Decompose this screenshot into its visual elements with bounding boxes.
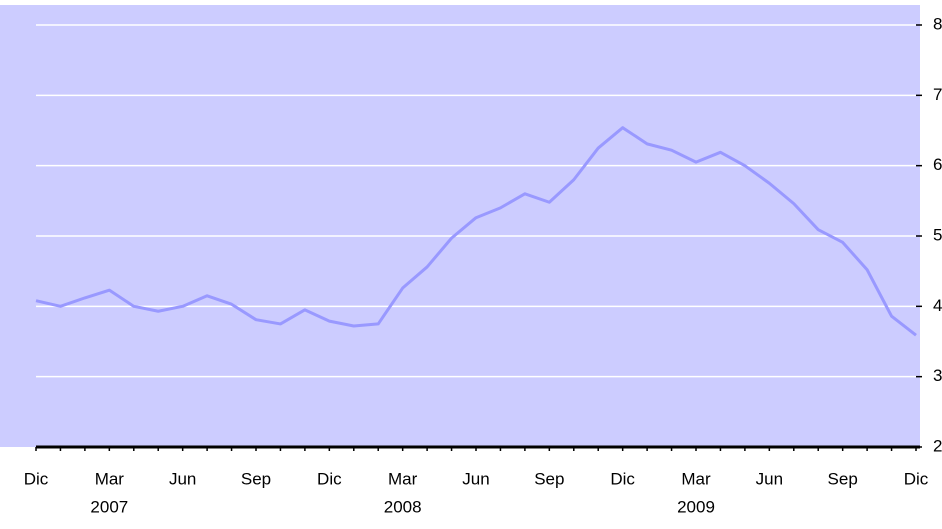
y-tick-label: 2 bbox=[933, 436, 942, 455]
y-tick-label: 4 bbox=[933, 296, 942, 315]
x-tick-label: Jun bbox=[462, 469, 489, 488]
x-group-label: 2008 bbox=[384, 497, 422, 516]
x-tick-label: Jun bbox=[169, 469, 196, 488]
line bbox=[35, 126, 917, 337]
y-tick-label: 6 bbox=[933, 155, 942, 174]
x-group-label: 2007 bbox=[90, 497, 128, 516]
x-tick-label: Jun bbox=[756, 469, 783, 488]
y-tick-label: 3 bbox=[933, 366, 942, 385]
x-tick-label: Sep bbox=[828, 469, 858, 488]
x-tick-label: Mar bbox=[681, 469, 711, 488]
x-tick-label: Dic bbox=[610, 469, 635, 488]
x-tick-label: Mar bbox=[388, 469, 418, 488]
x-tick-label: Dic bbox=[904, 469, 929, 488]
y-tick-label: 7 bbox=[933, 85, 942, 104]
x-group-label: 2009 bbox=[677, 497, 715, 516]
x-tick-label: Dic bbox=[317, 469, 342, 488]
x-tick-label: Sep bbox=[241, 469, 271, 488]
plot-background bbox=[0, 5, 920, 447]
y-tick-label: 5 bbox=[933, 225, 942, 244]
y-tick-label: 8 bbox=[933, 14, 942, 33]
x-tick-label: Mar bbox=[95, 469, 125, 488]
x-tick-label: Sep bbox=[534, 469, 564, 488]
x-tick-label: Dic bbox=[24, 469, 49, 488]
